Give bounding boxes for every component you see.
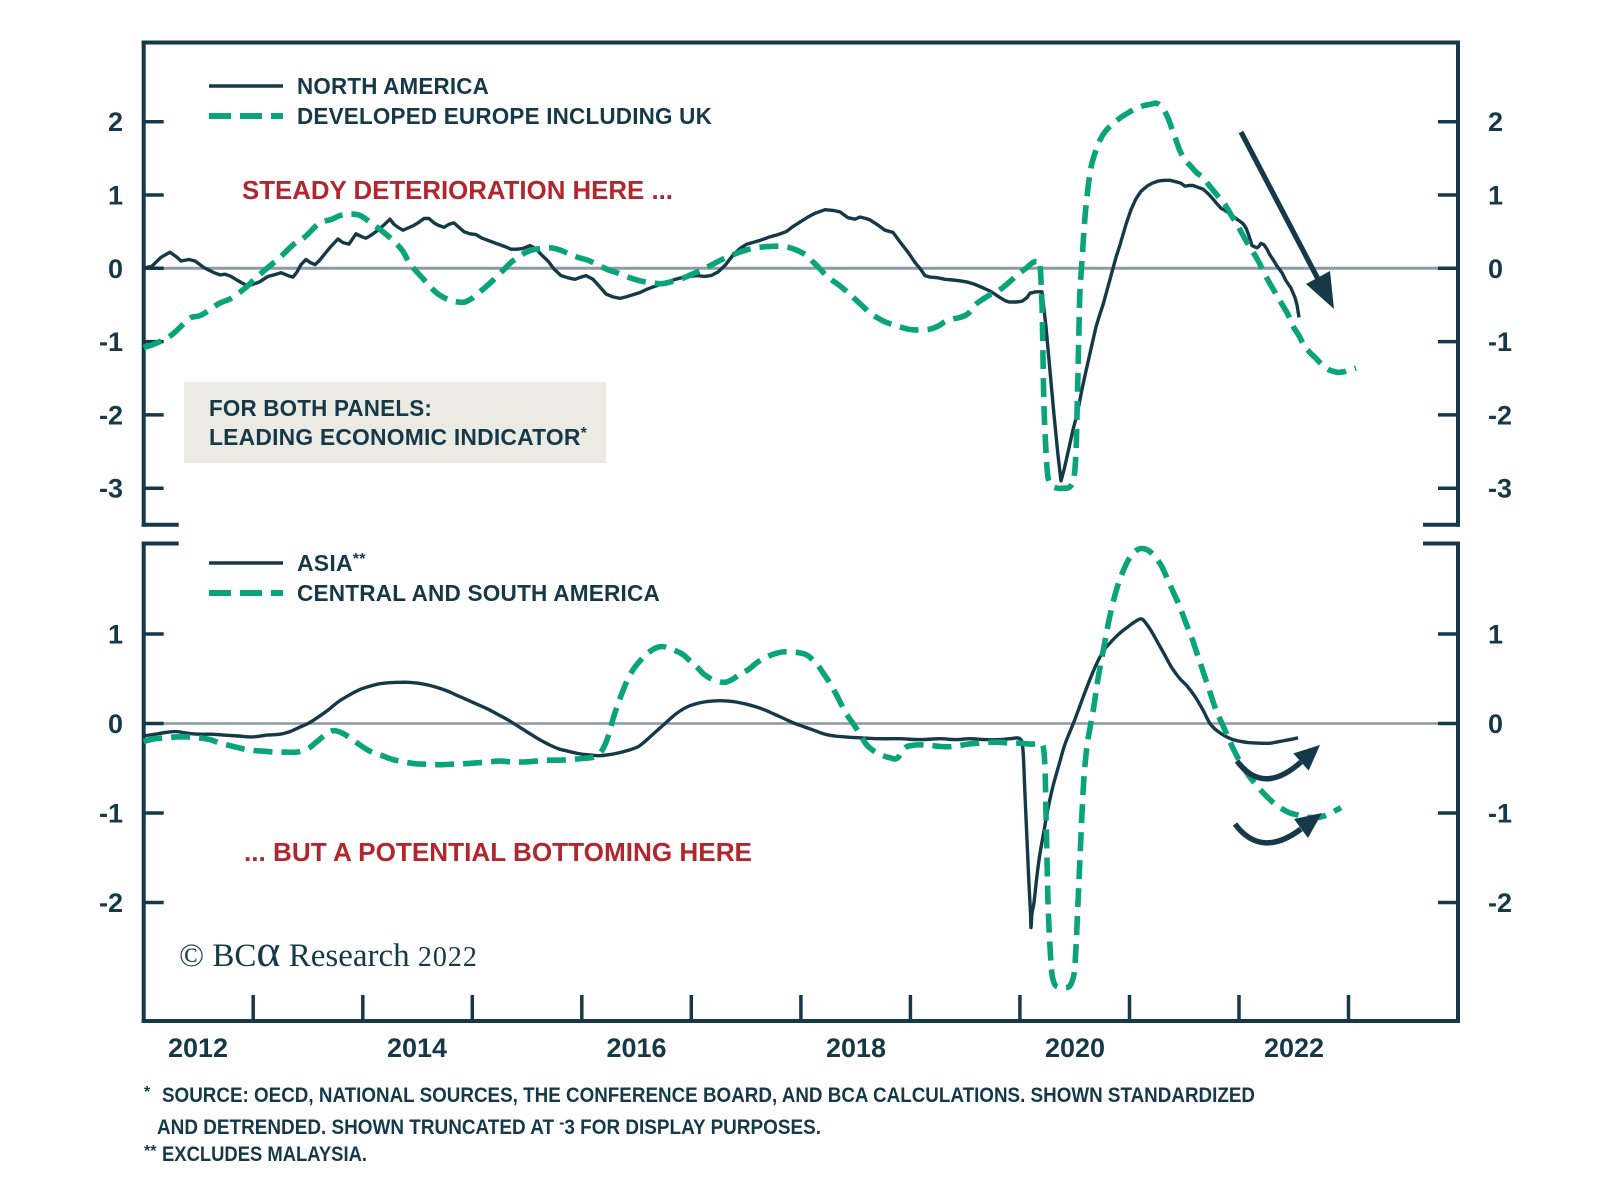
svg-text:1: 1 xyxy=(108,181,123,211)
svg-text:2012: 2012 xyxy=(168,1033,228,1063)
svg-text:2014: 2014 xyxy=(387,1033,447,1063)
svg-text:-2: -2 xyxy=(1488,888,1512,918)
svg-text:-2: -2 xyxy=(99,400,123,430)
svg-text:0: 0 xyxy=(1488,709,1503,739)
svg-text:AND DETRENDED. SHOWN TRUNCATED: AND DETRENDED. SHOWN TRUNCATED AT -3 FOR… xyxy=(157,1113,821,1139)
svg-text:1: 1 xyxy=(1488,620,1503,650)
svg-text:-3: -3 xyxy=(99,474,123,504)
svg-text:CENTRAL AND SOUTH AMERICA: CENTRAL AND SOUTH AMERICA xyxy=(297,580,660,606)
svg-text:**EXCLUDES MALAYSIA.: ** EXCLUDES MALAYSIA. xyxy=(144,1143,367,1166)
svg-text:2020: 2020 xyxy=(1045,1033,1105,1063)
svg-text:STEADY DETERIORATION HERE ...: STEADY DETERIORATION HERE ... xyxy=(242,175,673,205)
svg-text:0: 0 xyxy=(1488,254,1503,284)
svg-text:NORTH AMERICA: NORTH AMERICA xyxy=(297,73,489,99)
svg-text:0: 0 xyxy=(108,254,123,284)
svg-text:-1: -1 xyxy=(1488,799,1512,829)
svg-text:2: 2 xyxy=(108,107,123,137)
svg-text:1: 1 xyxy=(108,620,123,650)
svg-text:-2: -2 xyxy=(99,888,123,918)
svg-text:-3: -3 xyxy=(1488,474,1512,504)
svg-text:-2: -2 xyxy=(1488,400,1512,430)
svg-text:DEVELOPED EUROPE INCLUDING UK: DEVELOPED EUROPE INCLUDING UK xyxy=(297,103,712,129)
svg-text:1: 1 xyxy=(1488,181,1503,211)
svg-text:-1: -1 xyxy=(99,799,123,829)
svg-text:FOR BOTH PANELS:: FOR BOTH PANELS: xyxy=(209,395,432,421)
svg-text:LEADING ECONOMIC INDICATOR*: LEADING ECONOMIC INDICATOR* xyxy=(209,424,588,450)
svg-text:*SOURCE: OECD, NATIONAL SOURCE: * SOURCE: OECD, NATIONAL SOURCES, THE CON… xyxy=(144,1084,1255,1107)
svg-text:-1: -1 xyxy=(1488,327,1512,357)
svg-text:2018: 2018 xyxy=(826,1033,886,1063)
svg-text:0: 0 xyxy=(108,709,123,739)
svg-text:2022: 2022 xyxy=(1264,1033,1324,1063)
svg-text:... BUT A POTENTIAL BOTTOMING: ... BUT A POTENTIAL BOTTOMING HERE xyxy=(244,837,752,867)
svg-text:2: 2 xyxy=(1488,107,1503,137)
svg-text:-1: -1 xyxy=(99,327,123,357)
svg-text:2016: 2016 xyxy=(606,1033,666,1063)
